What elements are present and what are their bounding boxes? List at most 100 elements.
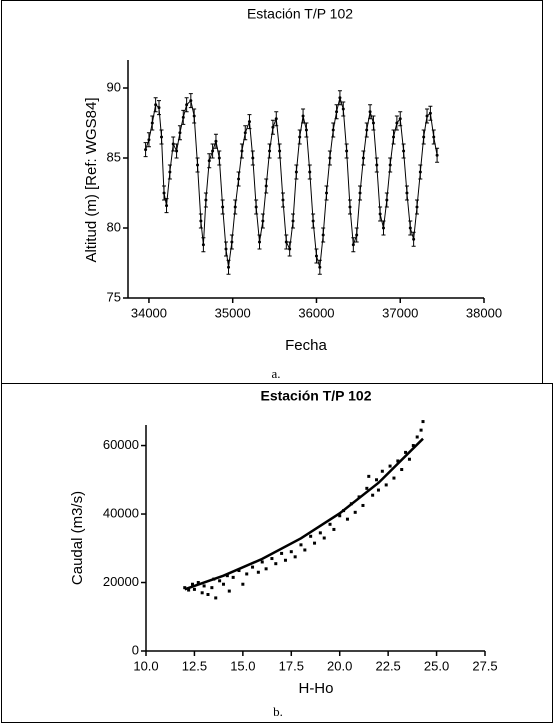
x-tick-label: 36000 (298, 305, 334, 320)
y-axis-label: Caudal (m3/s) (69, 491, 86, 585)
y-tick-label: 40000 (103, 505, 139, 520)
scatter-point (415, 435, 419, 439)
y-tick-label: 20000 (103, 574, 139, 589)
y-tick-label: 80 (107, 219, 121, 234)
scatter-point (231, 575, 235, 579)
data-point (271, 125, 275, 129)
scatter-point (274, 562, 278, 566)
data-point (335, 110, 339, 114)
data-point (221, 205, 225, 209)
scatter-point (367, 474, 371, 478)
data-point (432, 135, 436, 139)
data-point (178, 131, 182, 135)
scatter-point (270, 557, 274, 561)
caption: b. (273, 704, 283, 719)
data-point (264, 184, 268, 188)
scatter-point (421, 420, 425, 424)
data-point (301, 114, 305, 118)
data-point (378, 212, 382, 216)
scatter-point (206, 593, 210, 596)
data-point (358, 191, 362, 195)
data-point (371, 121, 375, 125)
data-point (311, 219, 315, 223)
x-tick-label: 27.5 (472, 658, 497, 673)
data-point (243, 131, 247, 135)
data-point (268, 149, 272, 153)
data-point (294, 170, 298, 174)
scatter-point (299, 543, 303, 547)
data-point (392, 135, 396, 139)
y-tick-label: 90 (107, 79, 121, 94)
scatter-point (332, 527, 336, 531)
data-point (415, 205, 419, 209)
scatter-point (322, 536, 326, 540)
scatter-point (338, 514, 342, 518)
scatter-point (202, 584, 206, 588)
data-point (214, 139, 218, 143)
scatter-point (210, 586, 214, 590)
data-point (168, 170, 172, 174)
scatter-point (328, 522, 332, 526)
data-point (402, 149, 406, 153)
data-point (254, 205, 258, 209)
data-point (425, 114, 429, 118)
data-point (388, 163, 392, 167)
data-point (199, 219, 203, 223)
scatter-point (400, 468, 404, 472)
scatter-point (241, 582, 245, 586)
data-point (160, 135, 164, 139)
scatter-point (214, 596, 218, 600)
data-point (348, 205, 352, 209)
data-point (281, 198, 285, 202)
data-point (240, 149, 244, 153)
data-point (144, 148, 148, 152)
x-tick-label: 20.0 (327, 658, 352, 673)
data-point (211, 149, 215, 153)
caption: a. (271, 366, 280, 381)
scatter-point (303, 548, 307, 552)
data-point (338, 96, 342, 100)
scatter-point (353, 510, 357, 514)
data-point (185, 103, 189, 107)
data-point (298, 135, 302, 139)
y-tick-label: 0 (132, 642, 139, 657)
data-point (230, 240, 234, 244)
scatter-point (345, 517, 349, 521)
data-point (201, 243, 205, 247)
data-point (412, 237, 416, 241)
data-point (314, 254, 318, 258)
scatter-point (280, 551, 284, 555)
data-point (237, 177, 241, 181)
scatter-point (404, 450, 408, 454)
data-point (165, 204, 169, 208)
data-point (261, 219, 265, 223)
scatter-point (380, 469, 384, 473)
scatter-point (192, 587, 196, 591)
data-point (428, 111, 432, 115)
scatter-point (190, 582, 194, 586)
scatter-point (221, 582, 225, 586)
x-tick-label: 25.0 (424, 658, 449, 673)
data-point (154, 103, 158, 107)
data-point (162, 191, 166, 195)
scatter-point (187, 588, 191, 592)
data-point (375, 163, 379, 167)
data-point (247, 120, 251, 124)
data-point (355, 233, 359, 237)
data-point (233, 205, 237, 209)
data-point (227, 265, 231, 269)
data-point (171, 142, 175, 146)
y-axis-label: Altitud (m) [Ref: WGS84] (83, 97, 100, 262)
data-point (274, 117, 278, 121)
data-point (175, 149, 179, 153)
data-point (147, 138, 151, 142)
y-tick-label: 75 (107, 289, 121, 304)
chart-title: Estación T/P 102 (247, 6, 353, 22)
data-point (368, 110, 372, 114)
data-point (308, 170, 312, 174)
scatter-point (392, 476, 396, 480)
data-point (341, 107, 345, 111)
scatter-point (407, 457, 411, 461)
scatter-point (371, 493, 375, 497)
